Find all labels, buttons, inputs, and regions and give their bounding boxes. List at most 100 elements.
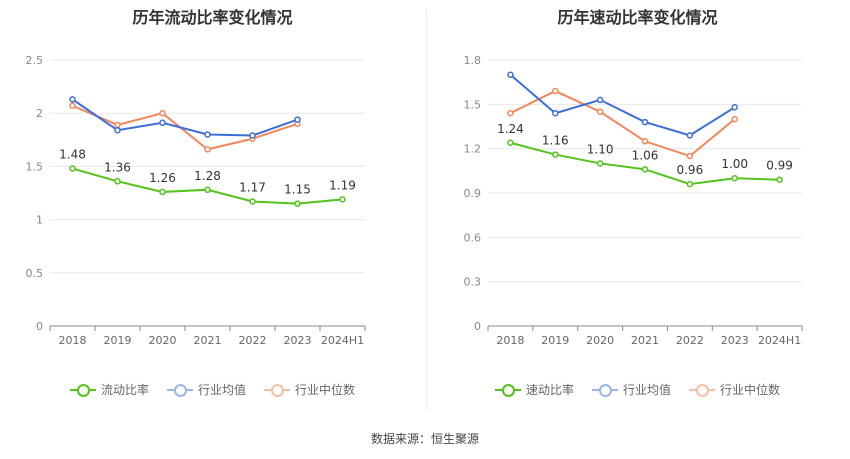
x-tick-label: 2019 [104,334,132,347]
data-label: 1.28 [194,169,221,183]
data-label: 1.10 [587,142,614,156]
data-point [596,108,604,115]
legend-label: 行业均值 [622,383,671,397]
data-point [686,132,694,139]
x-tick-label: 2021 [194,334,222,347]
legend-marker-icon [264,383,290,397]
data-point [507,71,514,79]
data-point [69,96,76,103]
current-ratio-chart: 历年流动比率变化情况 0 0.5 1 1.5 2 2.5 2018 2019 2020 2021 2… [0,0,425,420]
data-point [249,132,256,139]
y-tick-label: 2.5 [26,54,44,67]
y-tick-label: 1.8 [464,54,482,67]
legend-item-industry-median[interactable]: 行业中位数 [264,381,355,398]
x-tick-label: 2020 [149,334,177,347]
quick-ratio-chart: 历年速动比率变化情况 0 0.3 0.6 0.9 1.2 1.5 1.8 2018 2019 20… [425,0,850,420]
data-point [596,96,604,104]
series-line-1 [509,74,736,137]
current-ratio-plot: 0 0.5 1 1.5 2 2.5 2018 2019 2020 2021 2022 2023 2024… [26,54,366,347]
x-tick-label: 2022 [239,334,267,347]
data-point [249,198,256,205]
x-tick-label: 2018 [59,334,87,347]
legend-label: 行业中位数 [720,383,781,397]
quick-ratio-plot: 0 0.3 0.6 0.9 1.2 1.5 1.8 2018 2019 2020 2021 2022 2… [464,54,803,347]
data-point [731,104,738,111]
data-point [114,178,121,185]
y-tick-label: 2 [36,107,43,120]
data-label: 1.26 [149,171,176,185]
data-point [204,131,211,138]
legend-marker-icon [166,383,193,397]
legend-label: 行业均值 [197,383,246,397]
data-label: 1.24 [497,122,524,136]
data-point [507,139,514,147]
data-label: 1.19 [329,178,356,192]
data-label: 1.16 [542,134,569,148]
data-point [294,200,301,207]
data-point [159,119,166,127]
x-tick-label: 2020 [586,334,614,347]
y-tick-label: 0.9 [464,187,482,200]
data-point [686,180,694,188]
x-tick-label: 2024H1 [758,334,801,347]
y-tick-label: 1.5 [464,98,482,111]
data-point [596,160,604,167]
legend-label: 速动比率 [525,383,574,397]
data-label: 0.99 [766,159,793,173]
x-tick-label: 2021 [631,334,659,347]
data-point [69,102,76,110]
data-label: 0.96 [676,163,703,177]
legend: 流动比率 行业均值 行业中位数 [0,381,425,398]
x-tick-label: 2019 [541,334,569,347]
data-point [114,121,121,129]
legend-marker-icon [591,383,618,397]
chart-title: 历年流动比率变化情况 [132,8,293,27]
data-label: 1.48 [59,148,86,162]
y-tick-label: 0 [36,320,43,333]
legend-item-industry-mean[interactable]: 行业均值 [166,381,246,398]
data-label: 1.06 [632,148,659,162]
x-tick-label: 2023 [721,334,749,347]
y-tick-label: 0.5 [26,267,44,280]
data-point [204,186,211,194]
series-line-2 [509,89,736,158]
x-tick-label: 2022 [676,334,704,347]
legend-item-current-ratio[interactable]: 流动比率 [69,381,149,398]
data-point [731,174,738,182]
data-point [552,109,559,117]
data-point [339,196,346,203]
data-point [776,176,783,183]
data-point [204,146,211,153]
data-point [114,126,121,134]
data-point [641,138,649,145]
data-point [294,116,301,123]
legend-marker-icon [689,383,715,397]
data-label: 1.00 [721,157,748,171]
data-point [552,87,559,95]
y-tick-label: 0.3 [464,276,482,289]
legend-item-industry-median[interactable]: 行业中位数 [689,381,780,398]
data-label: 1.15 [284,183,311,197]
data-point [507,109,514,117]
data-point [731,115,738,123]
data-source: 数据来源：恒生聚源 [370,432,479,446]
x-tick-label: 2024H1 [321,334,364,347]
legend-label: 流动比率 [100,383,149,397]
y-tick-label: 1.5 [26,160,44,173]
legend-marker-icon [69,383,96,397]
series-line-2 [72,104,298,151]
legend: 速动比率 行业均值 行业中位数 [425,381,850,398]
data-point [641,166,649,173]
data-point [159,188,166,196]
x-tick-label: 2018 [496,334,524,347]
data-point [159,109,166,117]
data-point [69,165,76,172]
legend-item-industry-mean[interactable]: 行业均值 [591,381,671,398]
panel-divider [426,10,427,410]
legend-item-quick-ratio[interactable]: 速动比率 [494,381,574,398]
legend-label: 行业中位数 [295,383,356,397]
data-label: 1.36 [104,160,131,174]
y-tick-label: 0 [474,320,481,333]
x-tick-label: 2023 [284,334,312,347]
chart-title: 历年速动比率变化情况 [557,8,718,27]
